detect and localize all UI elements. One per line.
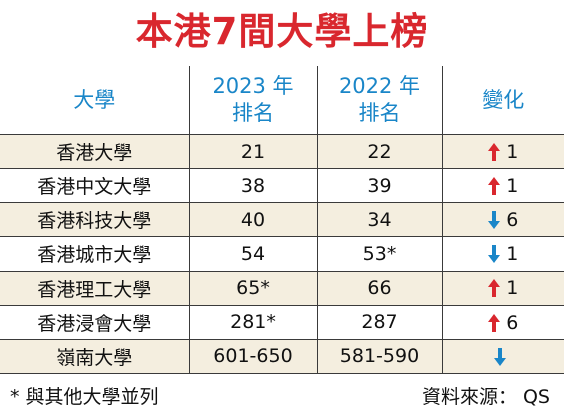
rank-2022: 53* (316, 236, 442, 272)
header-university-label: 大學 (73, 87, 116, 112)
rank-2022: 66 (316, 270, 442, 306)
arrow-down-icon (488, 211, 501, 230)
table-row: 香港大學 21 22 1 (0, 133, 564, 169)
arrow-down-icon (494, 347, 507, 366)
rank-2022: 287 (316, 304, 442, 340)
table-row: 香港城市大學 54 53* 1 (0, 236, 564, 272)
university-name: 香港中文大學 (0, 168, 189, 203)
header-change-label: 變化 (482, 87, 525, 112)
table-row: 嶺南大學 601-650 581-590 (0, 338, 564, 375)
change-value: 6 (506, 209, 519, 232)
rank-change: 1 (441, 133, 564, 169)
source-credit: 資料來源： QS (421, 386, 550, 408)
rank-2022: 34 (316, 202, 442, 237)
ranking-table: 大學 2023 年 排名 2022 年 排名 變化 香港大學 21 22 1 (0, 66, 564, 375)
page-title: 本港7間大學上榜 (135, 10, 429, 53)
rank-change (441, 338, 564, 375)
rank-2022: 581-590 (316, 338, 442, 375)
change-value: 1 (506, 243, 519, 266)
rank-2023: 65* (188, 270, 317, 306)
header-university: 大學 (0, 66, 189, 135)
table-row: 香港理工大學 65* 66 1 (0, 270, 564, 306)
rank-change: 1 (441, 168, 564, 203)
arrow-up-icon (488, 313, 501, 332)
university-name: 香港科技大學 (0, 202, 189, 237)
rank-2023: 40 (188, 202, 317, 237)
rank-2023: 54 (188, 236, 317, 272)
rank-change: 1 (441, 236, 564, 272)
footnote: * 與其他大學並列 (10, 386, 159, 408)
change-value: 1 (506, 140, 519, 163)
arrow-up-icon (488, 279, 501, 298)
header-rank-2022-label: 排名 (358, 101, 401, 125)
header-rank-2022: 2022 年 排名 (316, 66, 442, 135)
rank-change: 6 (441, 304, 564, 340)
change-value: 6 (506, 311, 519, 334)
header-rank-2023-label: 排名 (232, 101, 274, 125)
rank-2023: 21 (188, 133, 317, 169)
header-rank-2023-year: 2023 年 (212, 74, 294, 98)
university-name: 香港理工大學 (0, 270, 189, 306)
table-row: 香港浸會大學 281* 287 6 (0, 304, 564, 340)
header-change: 變化 (441, 66, 564, 135)
change-value: 1 (506, 277, 519, 300)
university-name: 嶺南大學 (0, 338, 189, 375)
header-rank-2023: 2023 年 排名 (188, 66, 317, 135)
arrow-up-icon (488, 142, 501, 161)
rank-change: 1 (441, 270, 564, 306)
arrow-up-icon (488, 176, 501, 195)
table-header-row: 大學 2023 年 排名 2022 年 排名 變化 (0, 66, 564, 135)
table-row: 香港中文大學 38 39 1 (0, 168, 564, 203)
change-value: 1 (506, 174, 519, 197)
rank-change: 6 (441, 202, 564, 237)
university-name: 香港大學 (0, 133, 189, 169)
rank-2023: 281* (188, 304, 317, 340)
rank-2022: 39 (316, 168, 442, 203)
rank-2022: 22 (316, 133, 442, 169)
header-rank-2022-year: 2022 年 (338, 74, 421, 98)
university-name: 香港浸會大學 (0, 304, 189, 340)
rank-2023: 601-650 (188, 338, 317, 375)
table-row: 香港科技大學 40 34 6 (0, 202, 564, 237)
rank-2023: 38 (188, 168, 317, 203)
arrow-down-icon (488, 245, 501, 264)
university-name: 香港城市大學 (0, 236, 189, 272)
